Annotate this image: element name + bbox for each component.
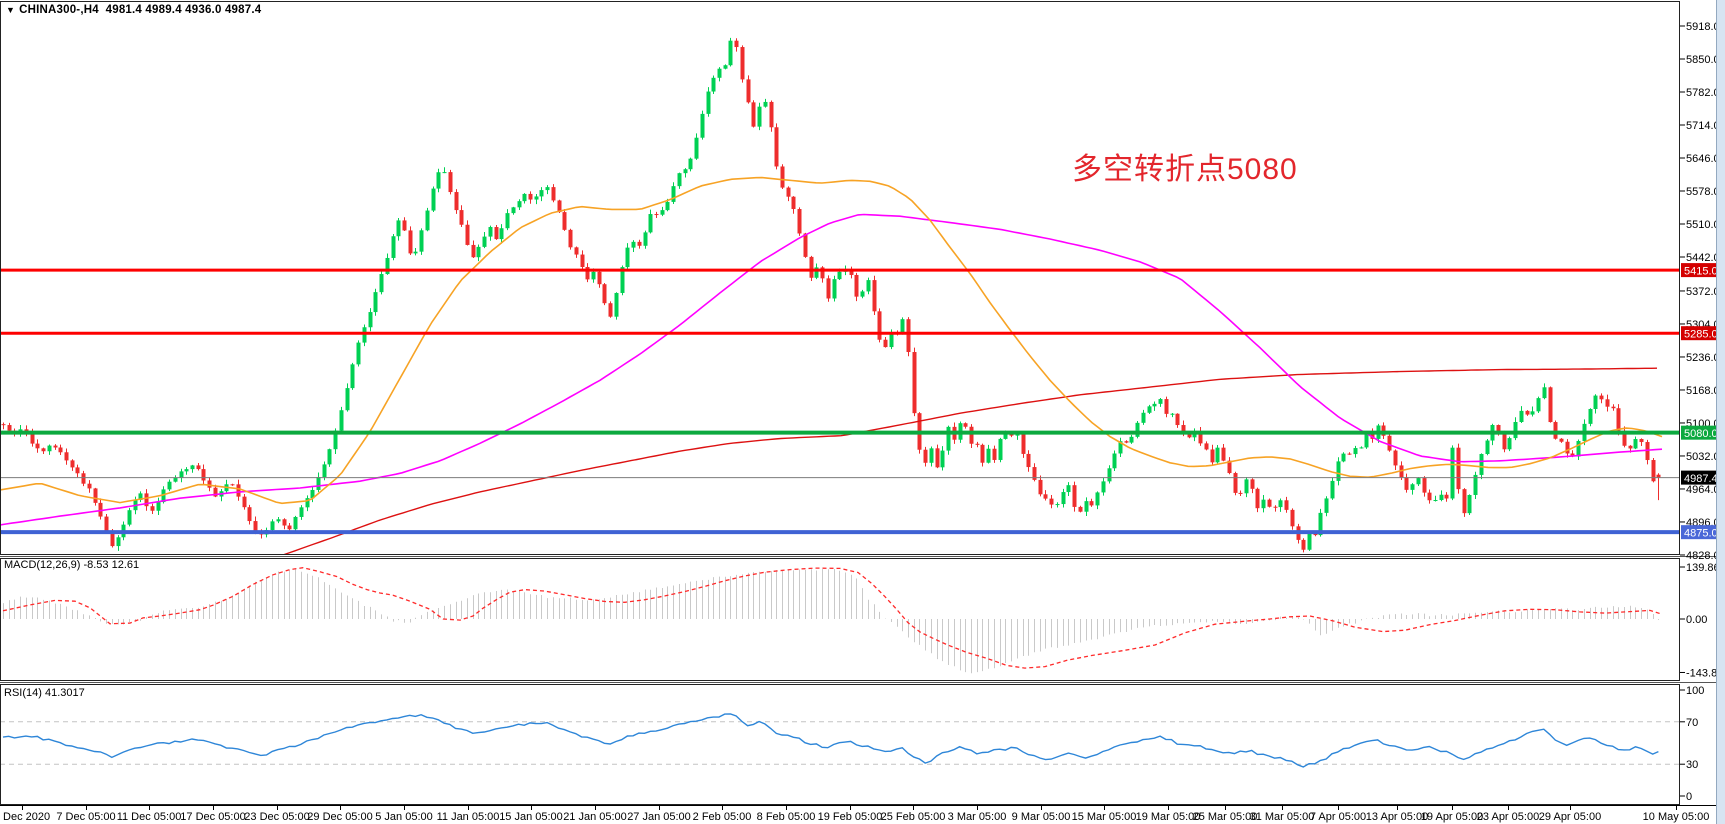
- time-tick-label: 31 Mar 05:00: [1250, 811, 1315, 823]
- price-tick-label: 5372.0: [1686, 286, 1720, 298]
- price-badge-text: 5080.0: [1684, 428, 1718, 440]
- price-tick-label: 5442.0: [1686, 252, 1720, 264]
- time-tick-label: 15 Jan 05:00: [499, 811, 563, 823]
- time-tick-label: 5 Jan 05:00: [375, 811, 433, 823]
- time-tick-label: 15 Mar 05:00: [1072, 811, 1137, 823]
- time-tick-label: 17 Dec 05:00: [180, 811, 245, 823]
- price-tick-label: 5168.0: [1686, 385, 1720, 397]
- time-tick-label: 19 Mar 05:00: [1136, 811, 1201, 823]
- time-tick-label: 29 Dec 05:00: [307, 811, 372, 823]
- rsi-tick-label: 70: [1686, 717, 1698, 729]
- right-scrollbar[interactable]: [1716, 0, 1725, 824]
- ma-200-red: [283, 367, 1658, 554]
- ohlc-readout: 4981.4 4989.4 4936.0 4987.4: [105, 4, 262, 16]
- price-tick-label: 4828.0: [1686, 550, 1720, 562]
- price-tick-label: 5646.0: [1686, 153, 1720, 165]
- time-tick-label: 10 May 05:00: [1643, 811, 1710, 823]
- time-tick-label: 7 Dec 05:00: [56, 811, 115, 823]
- price-tick-label: 5510.0: [1686, 219, 1720, 231]
- price-badge-4875: 4875.0: [1681, 525, 1723, 540]
- price-tick-label: 5578.0: [1686, 186, 1720, 198]
- macd-axis: 139.86 0.00 -143.82: [1680, 562, 1723, 679]
- macd-tick-label: 0.00: [1686, 614, 1707, 626]
- time-tick-label: 23 Apr 05:00: [1477, 811, 1539, 823]
- price-badge-text: 5415.0: [1684, 266, 1718, 278]
- price-badge-5415: 5415.0: [1681, 263, 1723, 278]
- rsi-tick-label: 100: [1686, 685, 1704, 697]
- time-tick-label: 2 Feb 05:00: [693, 811, 752, 823]
- macd-pane: [2, 567, 1663, 674]
- price-badge-text: 4987.4: [1684, 473, 1718, 485]
- price-pane: [0, 37, 1679, 554]
- time-tick-label: 29 Apr 05:00: [1539, 811, 1601, 823]
- time-tick-label: 11 Jan 05:00: [437, 811, 500, 823]
- price-tick-label: 4964.0: [1686, 484, 1720, 496]
- price-badge-text: 4875.0: [1684, 528, 1718, 540]
- price-badge-text: 5285.0: [1684, 329, 1718, 341]
- time-tick-label: 25 Feb 05:00: [881, 811, 946, 823]
- candles: [1, 37, 1661, 553]
- time-tick-label: 19 Feb 05:00: [818, 811, 883, 823]
- price-badge-5285: 5285.0: [1681, 326, 1723, 341]
- macd-tick-label: 139.86: [1686, 562, 1720, 574]
- time-tick-label: 9 Mar 05:00: [1012, 811, 1071, 823]
- time-tick-label: 7 Apr 05:00: [1310, 811, 1366, 823]
- price-tick-label: 5850.0: [1686, 54, 1720, 66]
- price-badge-4987.4: 4987.4: [1681, 470, 1723, 485]
- price-tick-label: 5032.0: [1686, 451, 1720, 463]
- macd-signal-line: [2, 567, 1663, 669]
- price-axis: 5918.0 5850.0 5782.0 5714.0 5646.0 5578.0 5510…: [1680, 21, 1723, 562]
- ma-fast-orange: [0, 176, 1663, 505]
- rsi-tick-label: 30: [1686, 759, 1698, 771]
- time-tick-label: 25 Mar 05:00: [1193, 811, 1258, 823]
- time-tick-label: 21 Jan 05:00: [563, 811, 627, 823]
- macd-tick-label: -143.82: [1686, 667, 1723, 679]
- rsi-line: [2, 713, 1659, 768]
- symbol-period-label: CHINA300-,H4: [19, 4, 99, 16]
- macd-indicator-label: MACD(12,26,9) -8.53 12.61: [4, 559, 140, 571]
- time-tick-label: 13 Apr 05:00: [1366, 811, 1428, 823]
- rsi-axis: 100 70 30 0: [1680, 685, 1704, 803]
- rsi-pane: [0, 713, 1679, 768]
- rsi-indicator-label: RSI(14) 41.3017: [4, 687, 85, 699]
- time-tick-label: 27 Jan 05:00: [627, 811, 691, 823]
- rsi-tick-label: 0: [1686, 791, 1692, 803]
- symbol-info: ▼ CHINA300-,H4 4981.4 4989.4 4936.0 4987.…: [6, 4, 261, 16]
- annotation-text: 多空转折点5080: [1072, 153, 1298, 186]
- price-tick-label: 5714.0: [1686, 120, 1720, 132]
- price-tick-label: 5918.0: [1686, 21, 1720, 33]
- price-badge-5080: 5080.0: [1681, 425, 1723, 440]
- price-tick-label: 5782.0: [1686, 87, 1720, 99]
- pane-borders: [0, 1, 1725, 805]
- time-tick-label: 1 Dec 2020: [0, 811, 50, 823]
- time-tick-label: 8 Feb 05:00: [757, 811, 816, 823]
- time-tick-label: 23 Dec 05:00: [244, 811, 309, 823]
- collapse-icon[interactable]: ▼: [6, 5, 16, 15]
- time-tick-label: 19 Apr 05:00: [1421, 811, 1483, 823]
- time-tick-label: 3 Mar 05:00: [948, 811, 1007, 823]
- ma-slow-magenta: [0, 213, 1663, 526]
- time-tick-label: 11 Dec 05:00: [117, 811, 182, 823]
- price-tick-label: 5236.0: [1686, 352, 1720, 364]
